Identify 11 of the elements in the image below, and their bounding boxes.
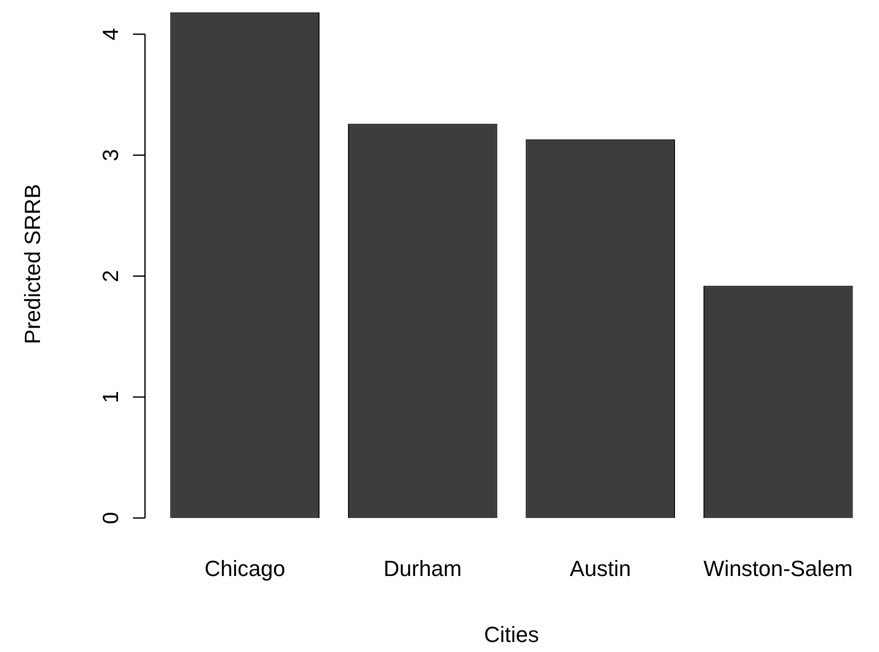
x-tick-label: Chicago	[204, 556, 286, 582]
y-axis-title: Predicted SRRB	[20, 184, 46, 344]
y-tick-label: 4	[98, 28, 124, 40]
x-tick-label: Winston-Salem	[704, 556, 853, 582]
y-tick-label: 0	[98, 512, 124, 524]
y-tick-label: 1	[98, 390, 124, 404]
y-tick-label: 3	[98, 149, 124, 162]
x-tick-label: Durham	[384, 556, 462, 582]
x-tick-label: Austin	[570, 556, 631, 582]
x-axis-title: Cities	[484, 622, 540, 648]
y-tick-label: 2	[98, 270, 124, 282]
